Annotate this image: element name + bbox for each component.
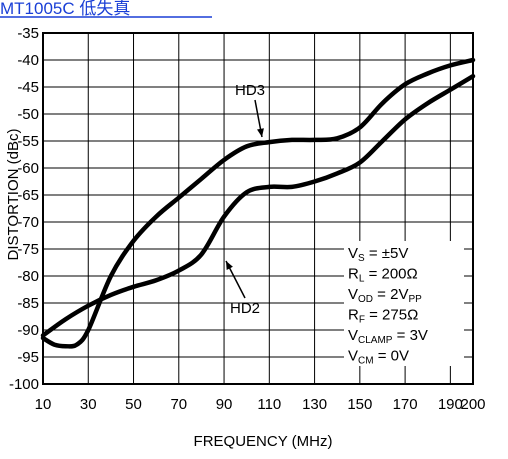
y-tick-label: -45 xyxy=(17,79,39,96)
y-axis-title: DISTORTION (dBc) xyxy=(5,129,22,261)
series-line-hd2 xyxy=(40,57,476,349)
condition-line: RL = 200Ω xyxy=(348,266,418,285)
y-tick-label: -85 xyxy=(17,295,39,312)
series-label: HD3 xyxy=(235,82,265,99)
series-annotations: HD3 HD2 xyxy=(225,82,265,317)
condition-line: VCLAMP = 3V xyxy=(348,327,428,346)
condition-line: RF = 275Ω xyxy=(348,307,418,326)
x-tick-label: 10 xyxy=(35,396,52,413)
conditions-background xyxy=(344,241,464,366)
series-label: HD2 xyxy=(230,300,260,317)
x-tick-label: 130 xyxy=(302,396,327,413)
y-tick-label: -50 xyxy=(17,106,39,123)
header-link[interactable]: MT1005C 低失真 xyxy=(0,0,130,18)
annotation-hd3: HD3 xyxy=(235,82,265,138)
arrowhead xyxy=(226,261,233,270)
condition-line: VOD = 2VPP xyxy=(348,286,422,305)
y-tick-label: -60 xyxy=(17,160,39,177)
annotation-hd2: HD2 xyxy=(225,260,260,317)
x-tick-label: 50 xyxy=(125,396,142,413)
x-tick-label: 170 xyxy=(393,396,418,413)
y-tick-label: -70 xyxy=(17,214,39,231)
y-tick-label: -55 xyxy=(17,133,39,150)
y-tick-label: -35 xyxy=(17,25,39,42)
y-tick-labels: -35 -40 -45 -50 -55 -60 -65 -70 -75 -80 -85 -90 -95 -… xyxy=(9,25,39,393)
x-tick-label: 70 xyxy=(170,396,187,413)
plot-frame xyxy=(42,32,474,385)
x-tick-label: 90 xyxy=(216,396,233,413)
curves xyxy=(40,57,476,349)
y-tick-label: -40 xyxy=(17,52,39,69)
y-tick-label: -100 xyxy=(9,376,39,393)
x-tick-label: 200 xyxy=(460,396,485,413)
series-line-hd3 xyxy=(40,73,476,338)
y-tick-label: -75 xyxy=(17,241,39,258)
condition-line: VCM = 0V xyxy=(348,348,409,367)
arrowhead xyxy=(257,128,264,137)
y-tick-label: -80 xyxy=(17,268,39,285)
y-tick-label: -65 xyxy=(17,187,39,204)
x-axis-title: FREQUENCY (MHz) xyxy=(194,433,333,450)
x-tick-label: 150 xyxy=(347,396,372,413)
y-tick-label: -90 xyxy=(17,322,39,339)
y-tick-label: -95 xyxy=(17,349,39,366)
condition-line: VS = ±5V xyxy=(348,245,408,264)
x-tick-label: 110 xyxy=(257,396,281,413)
x-tick-label: 190 xyxy=(438,396,463,413)
x-tick-label: 30 xyxy=(80,396,97,413)
